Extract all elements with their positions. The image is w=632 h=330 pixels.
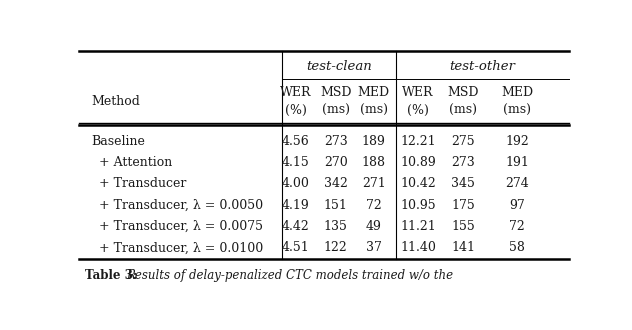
Text: 72: 72	[509, 220, 525, 233]
Text: 345: 345	[451, 178, 475, 190]
Text: Results of delay-penalized CTC models trained w/o the: Results of delay-penalized CTC models tr…	[126, 269, 453, 282]
Text: + Transducer, λ = 0.0100: + Transducer, λ = 0.0100	[91, 242, 264, 254]
Text: (%): (%)	[407, 104, 429, 117]
Text: MSD: MSD	[320, 86, 351, 99]
Text: 97: 97	[509, 199, 525, 212]
Text: (ms): (ms)	[503, 104, 532, 117]
Text: test-clean: test-clean	[307, 60, 372, 73]
Text: test-other: test-other	[449, 60, 516, 73]
Text: 189: 189	[362, 135, 386, 148]
Text: 192: 192	[506, 135, 529, 148]
Text: 4.42: 4.42	[282, 220, 310, 233]
Text: 191: 191	[506, 156, 530, 169]
Text: + Transducer, λ = 0.0050: + Transducer, λ = 0.0050	[91, 199, 264, 212]
Text: 49: 49	[366, 220, 382, 233]
Text: WER: WER	[280, 86, 311, 99]
Text: WER: WER	[402, 86, 434, 99]
Text: 10.95: 10.95	[400, 199, 435, 212]
Text: (ms): (ms)	[449, 104, 477, 117]
Text: 188: 188	[362, 156, 386, 169]
Text: 275: 275	[451, 135, 475, 148]
Text: 4.19: 4.19	[282, 199, 310, 212]
Text: MED: MED	[501, 86, 533, 99]
Text: 122: 122	[324, 242, 348, 254]
Text: 4.56: 4.56	[282, 135, 310, 148]
Text: 271: 271	[362, 178, 386, 190]
Text: (ms): (ms)	[360, 104, 388, 117]
Text: 175: 175	[451, 199, 475, 212]
Text: + Attention: + Attention	[91, 156, 173, 169]
Text: 4.51: 4.51	[282, 242, 310, 254]
Text: 10.89: 10.89	[400, 156, 436, 169]
Text: 274: 274	[506, 178, 529, 190]
Text: 10.42: 10.42	[400, 178, 436, 190]
Text: (ms): (ms)	[322, 104, 349, 117]
Text: Method: Method	[91, 95, 140, 108]
Text: 151: 151	[324, 199, 348, 212]
Text: 4.00: 4.00	[281, 178, 310, 190]
Text: 141: 141	[451, 242, 475, 254]
Text: MSD: MSD	[447, 86, 479, 99]
Text: (%): (%)	[284, 104, 307, 117]
Text: 273: 273	[324, 135, 348, 148]
Text: 342: 342	[324, 178, 348, 190]
Text: + Transducer, λ = 0.0075: + Transducer, λ = 0.0075	[91, 220, 264, 233]
Text: 11.40: 11.40	[400, 242, 436, 254]
Text: 270: 270	[324, 156, 348, 169]
Text: 37: 37	[366, 242, 382, 254]
Text: 58: 58	[509, 242, 525, 254]
Text: 273: 273	[451, 156, 475, 169]
Text: Table 3:: Table 3:	[85, 269, 142, 282]
Text: 11.21: 11.21	[400, 220, 436, 233]
Text: Baseline: Baseline	[91, 135, 145, 148]
Text: 72: 72	[366, 199, 382, 212]
Text: 12.21: 12.21	[400, 135, 435, 148]
Text: MED: MED	[358, 86, 390, 99]
Text: 135: 135	[324, 220, 348, 233]
Text: 4.15: 4.15	[282, 156, 310, 169]
Text: 155: 155	[451, 220, 475, 233]
Text: + Transducer: + Transducer	[91, 178, 186, 190]
